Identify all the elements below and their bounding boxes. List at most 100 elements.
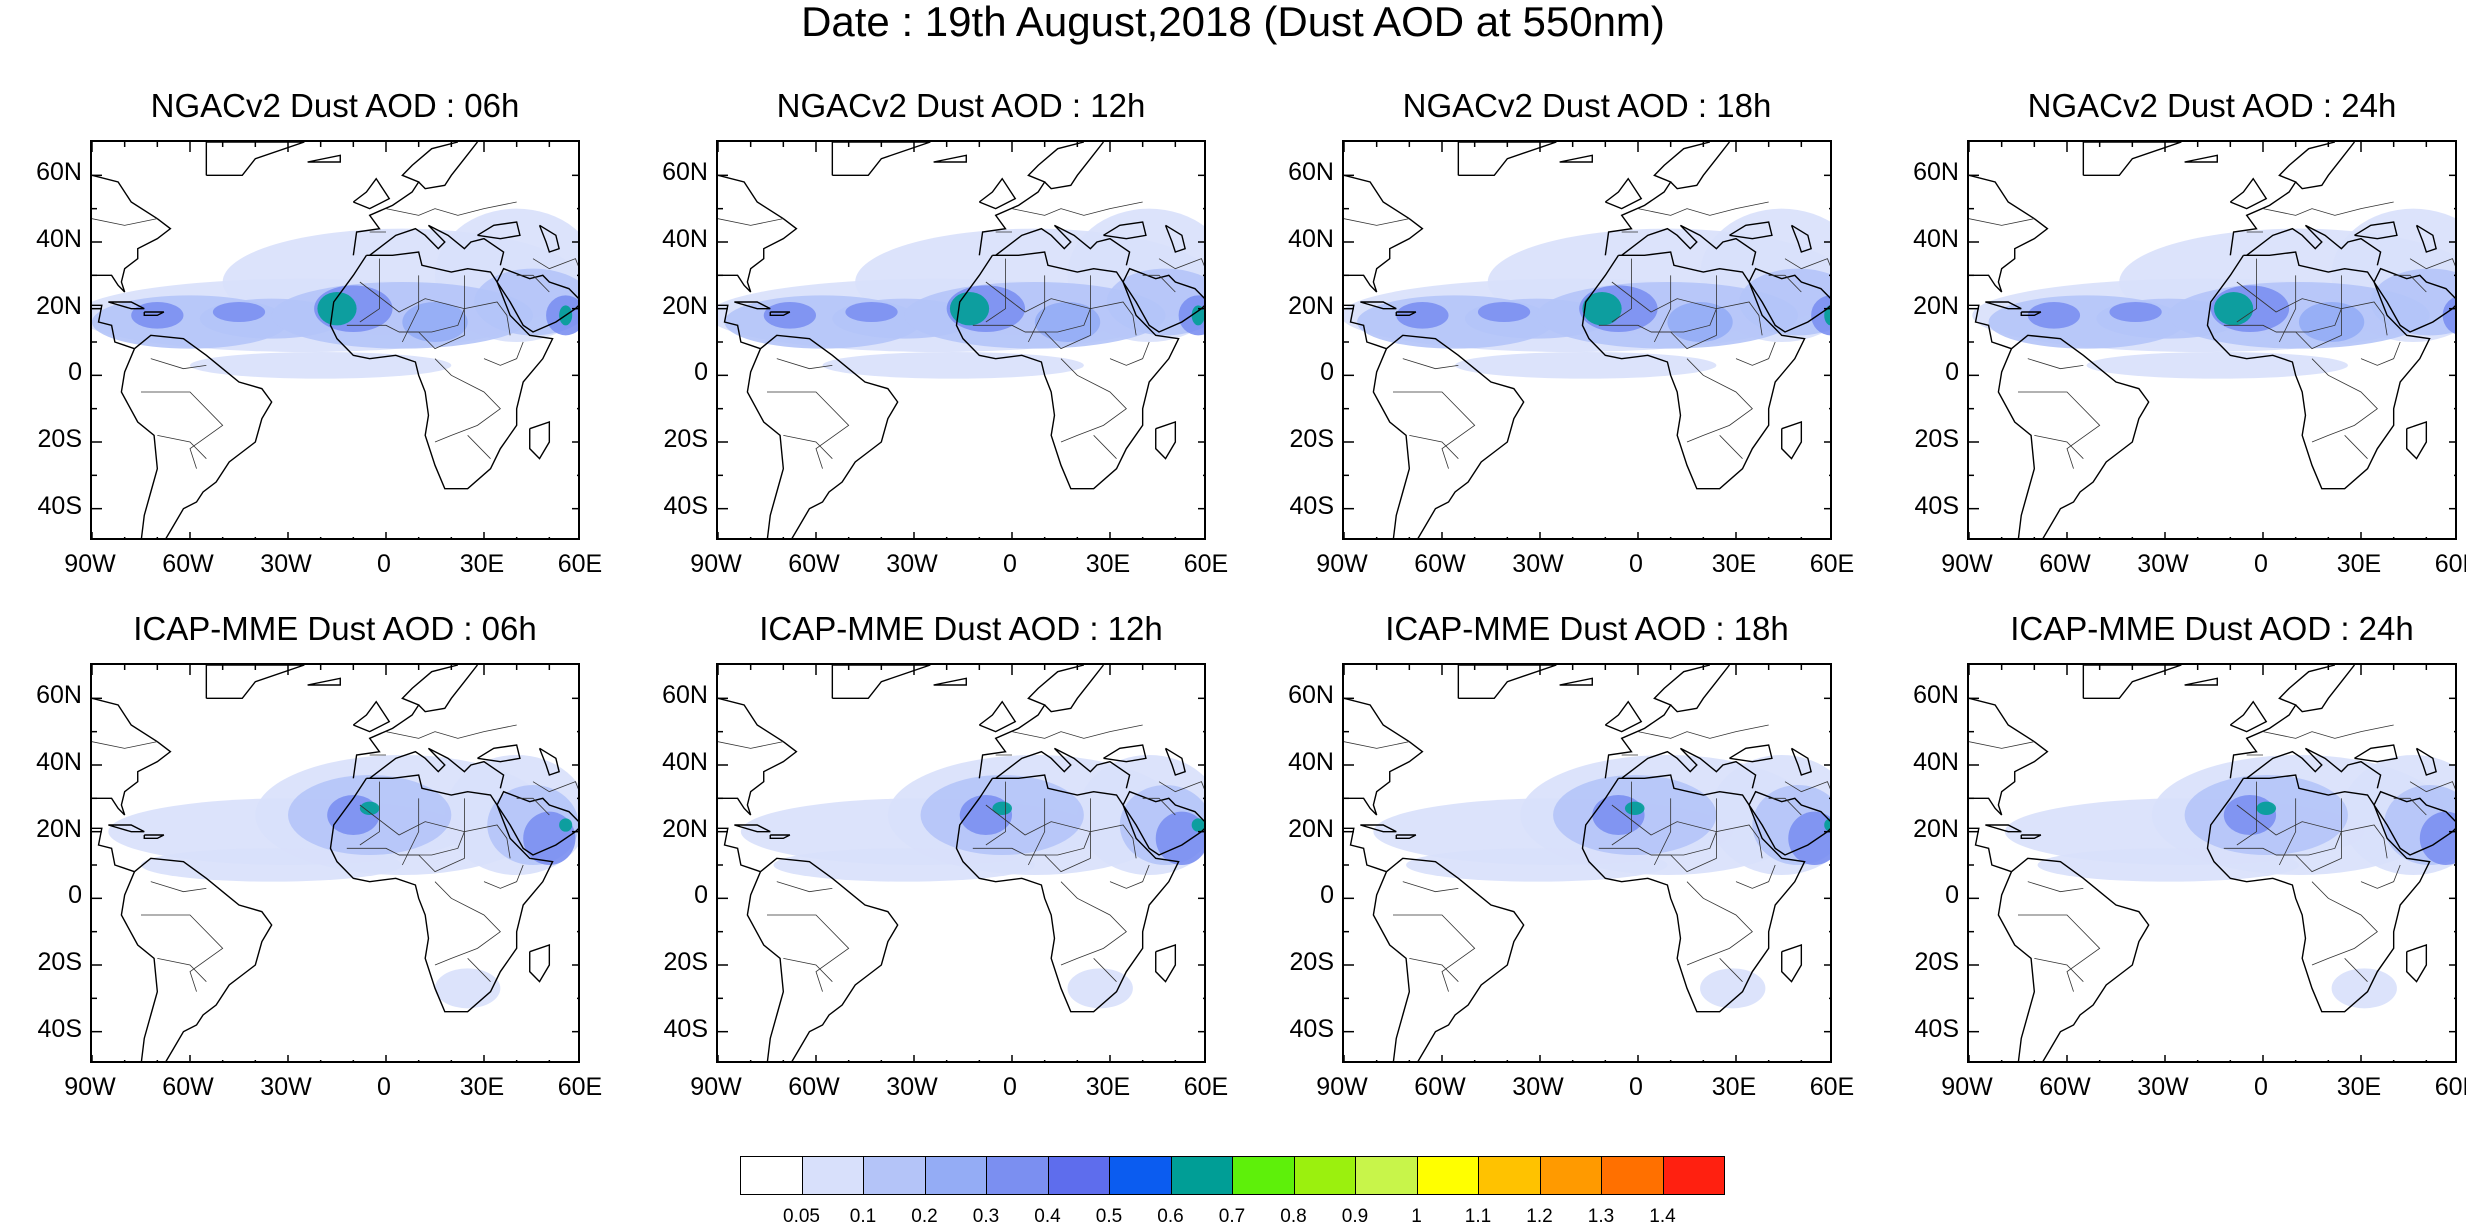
coastline (108, 301, 145, 310)
country-border (483, 341, 524, 366)
colorbar-label: 0.6 (1157, 1206, 1184, 1227)
colorbar-label: 1.4 (1649, 1206, 1676, 1227)
country-border (467, 435, 491, 459)
coastline (477, 744, 521, 763)
country-border (2278, 275, 2297, 343)
country-border (2236, 258, 2257, 323)
lon-label: 60W (2039, 1073, 2091, 1101)
map-frame (716, 140, 1206, 540)
coastline (329, 774, 554, 1013)
lat-label: 40N (1288, 748, 1334, 776)
coastline (1457, 665, 1557, 700)
coastline (307, 677, 341, 686)
coastline (92, 827, 135, 873)
lat-label: 0 (694, 358, 708, 387)
country-border (1011, 201, 1143, 216)
coastline (1344, 174, 1424, 293)
map-panel: ICAP-MME Dust AOD : 06h 60N 40N 20N 0 20S 40S 9… (0, 575, 620, 1101)
colorbar-label: 1.2 (1526, 1206, 1553, 1227)
country-border (1109, 864, 1150, 889)
coastline (538, 224, 560, 253)
coastline (1372, 348, 1411, 538)
coastline (734, 824, 771, 833)
lon-label: 60E (1809, 550, 1855, 578)
country-border (483, 864, 524, 889)
coastline (2373, 267, 2455, 333)
coastline (1581, 774, 1806, 1013)
coastline (769, 834, 791, 840)
lat-label: 20S (1289, 425, 1334, 453)
coastline (1386, 857, 1525, 1061)
coastline (746, 871, 785, 1061)
lat-label: 40N (1288, 225, 1334, 253)
country-border (1027, 798, 1046, 866)
lon-label: 90W (1316, 550, 1368, 578)
country-border (150, 358, 207, 370)
colorbar-label: 1.1 (1464, 1206, 1492, 1227)
panel-title: NGACv2 Dust AOD : 24h (2027, 87, 2397, 124)
colorbar-swatch (1170, 1156, 1233, 1195)
country-border (2409, 781, 2455, 793)
lat-label: 40N (1913, 225, 1959, 253)
aod-plume (1592, 795, 1645, 835)
country-border (359, 781, 380, 846)
coastline (718, 304, 761, 350)
lon-label: 30E (459, 1073, 505, 1101)
country-border (2018, 391, 2101, 469)
colorbar-label: 0.8 (1280, 1206, 1307, 1227)
map-panel: ICAP-MME Dust AOD : 12h 60N 40N 20N 0 20S 40S 9… (626, 575, 1246, 1101)
coastline (2011, 857, 2150, 1061)
aod-plume (1667, 302, 1733, 342)
lon-label: 30W (1512, 1073, 1564, 1101)
country-border (1158, 781, 1204, 793)
coastline (2206, 251, 2431, 490)
country-border (1715, 275, 1763, 336)
country-border (2034, 434, 2084, 459)
lon-label: 30E (1711, 550, 1757, 578)
coastline (143, 834, 165, 840)
map-frame (1342, 663, 1832, 1063)
coastline (2246, 747, 2382, 789)
aod-plume (190, 352, 452, 379)
colorbar-label: 0.4 (1034, 1206, 1061, 1227)
country-border (1093, 435, 1117, 459)
lat-label: 40S (663, 491, 708, 520)
panel-title: NGACv2 Dust AOD : 06h (150, 87, 520, 124)
colorbar-label: 0.1 (849, 1206, 877, 1227)
lat-label: 40S (1914, 491, 1959, 520)
coastline (1790, 747, 1812, 776)
lon-label: 60W (1414, 1073, 1466, 1101)
coastline (760, 334, 899, 538)
dust-aod-map (718, 142, 1204, 538)
aod-plume (773, 848, 1035, 882)
lon-label: 30W (886, 550, 938, 578)
coastline (1781, 944, 1803, 983)
coastline (2020, 834, 2042, 840)
coastline (2082, 665, 2182, 700)
coastline (955, 251, 1180, 490)
coastline (369, 747, 505, 789)
coastline (2295, 665, 2356, 713)
country-border (2340, 798, 2388, 859)
lon-label: 30E (1085, 1073, 1131, 1101)
lat-label: 40S (37, 491, 82, 520)
colorbar-swatch (740, 1156, 803, 1195)
aod-plume (2419, 811, 2455, 865)
lat-label: 20N (36, 291, 82, 320)
lat-label: 0 (1945, 358, 1959, 387)
map-frame (90, 140, 580, 540)
country-border (1768, 274, 1802, 293)
coastline (352, 700, 391, 733)
coastline (995, 224, 1131, 266)
dust-aod-map (92, 665, 578, 1061)
coastline (369, 224, 505, 266)
lon-label: 90W (1941, 550, 1993, 578)
country-border (2360, 341, 2401, 366)
coastline (329, 251, 554, 490)
lat-label: 60N (1913, 158, 1959, 187)
lat-label: 0 (68, 358, 82, 387)
panel-title: NGACv2 Dust AOD : 18h (1402, 87, 1772, 124)
coastline (1122, 790, 1204, 856)
coastline (1344, 697, 1424, 816)
map-panel: ICAP-MME Dust AOD : 18h 60N 40N 20N 0 20S 40S 9… (1252, 575, 1872, 1101)
